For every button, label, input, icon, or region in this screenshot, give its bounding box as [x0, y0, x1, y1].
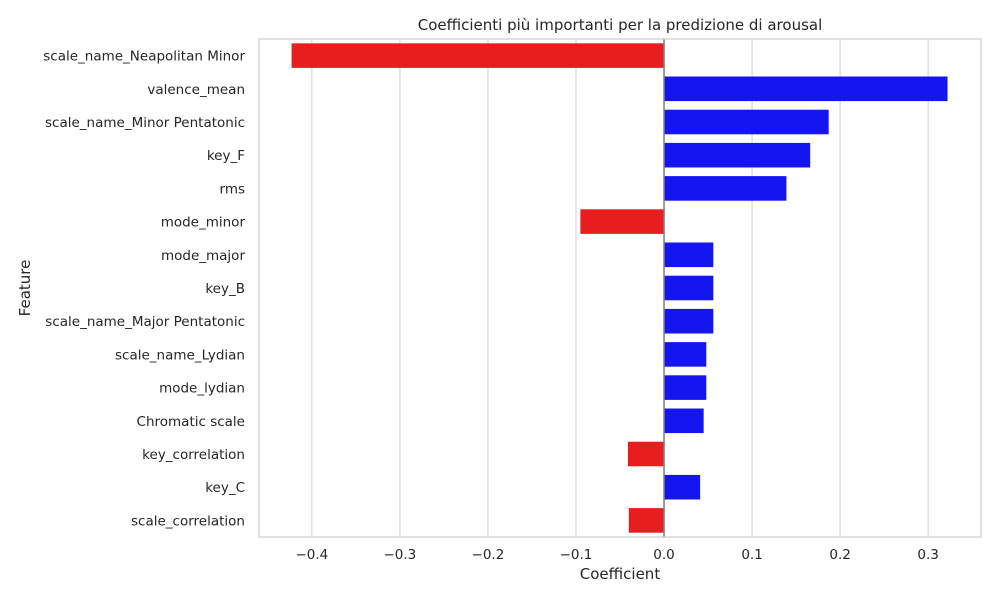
- x-tick-label: −0.4: [295, 547, 328, 563]
- bar: [664, 375, 707, 400]
- bar: [664, 275, 714, 301]
- bar: [580, 209, 665, 234]
- y-tick-labels: scale_name_Neapolitan Minor valence_means…: [43, 49, 245, 530]
- y-tick-label: Chromatic scale: [137, 414, 245, 430]
- y-axis-label: Feature: [16, 260, 34, 317]
- y-tick-label: scale_name_Major Pentatonic: [45, 314, 245, 330]
- y-tick-label: mode_major: [161, 248, 245, 264]
- x-tick-labels: −0.4 −0.3 −0.2 −0.1 0.0 0.1 0.2 0.3: [295, 547, 938, 563]
- y-tick-label: mode_minor: [161, 215, 246, 231]
- y-tick-label: scale_correlation: [131, 513, 245, 529]
- x-tick-label: −0.2: [472, 547, 505, 563]
- bar: [664, 242, 714, 268]
- y-tick-label: mode_lydian: [159, 381, 245, 397]
- x-axis-label: Coefficient: [580, 565, 661, 583]
- y-tick-label: rms: [220, 181, 246, 197]
- x-tick-label: 0.2: [829, 547, 850, 563]
- grid-lines: [311, 39, 929, 537]
- y-tick-label: key_F: [207, 148, 245, 164]
- bar: [664, 308, 714, 334]
- bar: [664, 109, 829, 135]
- x-tick-label: −0.1: [560, 547, 593, 563]
- bar: [628, 508, 665, 533]
- chart-title: Coefficienti più importanti per la predi…: [418, 16, 823, 34]
- x-tick-label: 0.1: [741, 547, 762, 563]
- bar: [627, 441, 665, 467]
- y-tick-label: key_B: [205, 281, 245, 297]
- x-tick-label: −0.3: [383, 547, 416, 563]
- bar: [664, 342, 707, 367]
- bar: [664, 176, 787, 201]
- bar: [664, 142, 811, 168]
- plot-frame: [258, 38, 982, 538]
- x-tick-label: 0.0: [653, 547, 674, 563]
- bar: [291, 43, 665, 68]
- y-tick-label: key_correlation: [142, 447, 245, 463]
- y-tick-label: scale_name_Neapolitan Minor: [43, 49, 245, 65]
- bar: [664, 76, 948, 102]
- bar: [664, 408, 704, 434]
- bars: [291, 43, 948, 533]
- bar: [664, 474, 701, 500]
- y-tick-label: scale_name_Minor Pentatonic: [45, 115, 245, 131]
- y-tick-label: valence_mean: [147, 82, 245, 98]
- x-tick-label: 0.3: [917, 547, 938, 563]
- y-tick-label: key_C: [205, 480, 245, 496]
- y-tick-label: scale_name_Lydian: [115, 347, 245, 363]
